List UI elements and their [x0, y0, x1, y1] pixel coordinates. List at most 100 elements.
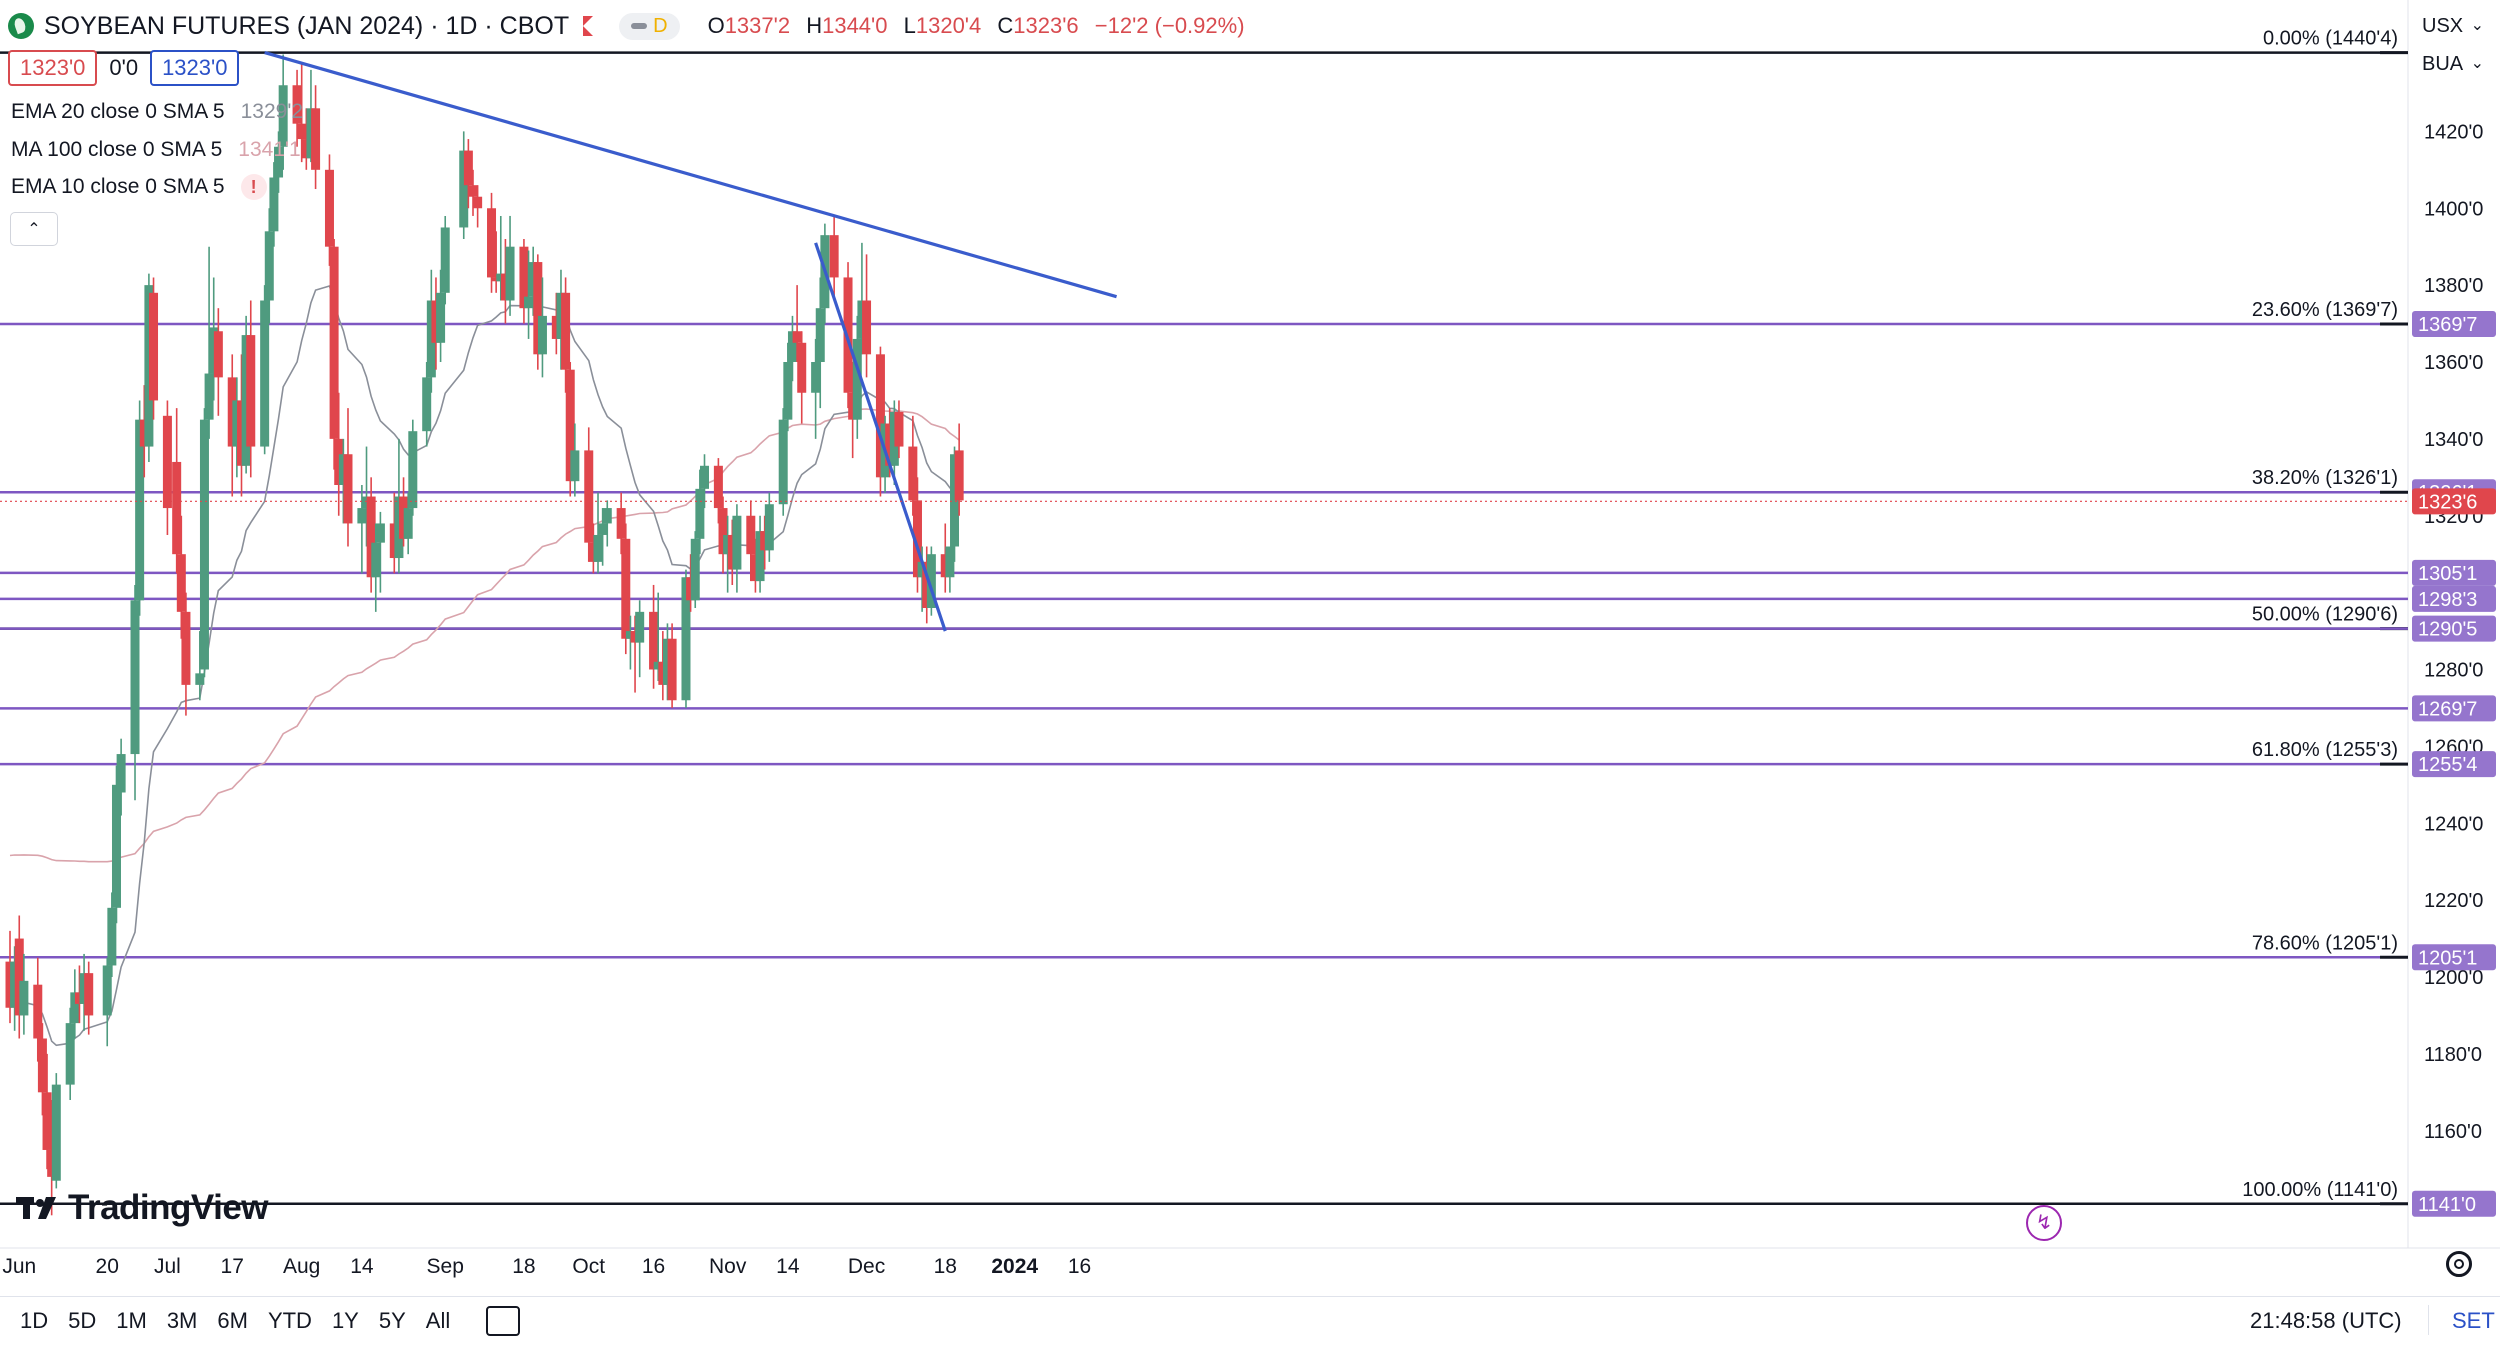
candle-body — [635, 611, 645, 643]
x-tick-label: 2024 — [991, 1255, 1038, 1278]
y-tick-label: 1360'0 — [2424, 352, 2483, 374]
candle-body — [732, 515, 742, 570]
support-price-tag: 1269'7 — [2418, 698, 2477, 720]
candle-body — [463, 150, 473, 186]
y-tick-label: 1240'0 — [2424, 813, 2483, 835]
candle-body — [301, 139, 311, 159]
range-1d[interactable]: 1D — [20, 1308, 49, 1333]
calendar-icon[interactable] — [486, 1306, 521, 1336]
candle-body — [338, 454, 348, 485]
candle-body — [764, 504, 774, 551]
buy-button[interactable]: 1323'0 — [150, 50, 240, 86]
candle-body — [519, 246, 529, 309]
candle-body — [394, 496, 404, 559]
candle-body — [815, 308, 825, 362]
indicator-value: 1329'2 — [240, 100, 304, 123]
candle-body — [500, 273, 510, 301]
candle-body — [47, 1149, 57, 1177]
indicator-ema20[interactable]: EMA 20 close 0 SMA 5 1329'2 — [11, 100, 303, 124]
candle-body — [681, 577, 691, 701]
candle-body — [130, 600, 140, 755]
chart-header: SOYBEAN FUTURES (JAN 2024) · 1D · CBOT D… — [8, 6, 1255, 46]
candle-body — [491, 277, 501, 282]
range-1m[interactable]: 1M — [116, 1308, 147, 1333]
candle-body — [533, 262, 543, 355]
candle-body — [426, 300, 436, 378]
unit-selector[interactable]: BUA ⌄ — [2414, 44, 2494, 84]
warning-icon[interactable]: ! — [240, 174, 267, 200]
candle-body — [750, 554, 760, 582]
indicator-ma100[interactable]: MA 100 close 0 SMA 5 1341'1 — [11, 138, 301, 162]
candle-body — [389, 523, 399, 559]
currency-selector[interactable]: USX ⌄ — [2414, 6, 2494, 46]
x-tick-label: Nov — [709, 1255, 747, 1278]
flag-icon[interactable] — [583, 16, 594, 36]
chevron-up-icon: ⌃ — [27, 221, 41, 238]
candle-body — [84, 973, 94, 1016]
y-tick-label: 1400'0 — [2424, 198, 2483, 220]
indicator-ema10[interactable]: EMA 10 close 0 SMA 5! — [11, 174, 267, 200]
candle-body — [954, 450, 964, 501]
candle-body — [852, 338, 862, 420]
candle-body — [829, 235, 839, 278]
ohlc-high-key: H — [806, 13, 823, 38]
candle-body — [723, 534, 733, 555]
gear-icon[interactable] — [2446, 1251, 2472, 1277]
candle-body — [172, 461, 182, 555]
x-tick-label: 16 — [1068, 1255, 1091, 1278]
range-all[interactable]: All — [425, 1308, 451, 1333]
candle-body — [598, 523, 608, 535]
candle-body — [176, 554, 186, 612]
indicator-label: EMA 20 close 0 SMA 5 — [11, 100, 225, 123]
fib-level-label: 23.60% (1369'7) — [2252, 299, 2398, 321]
candle-body — [357, 508, 367, 524]
ohlc-close-key: C — [997, 13, 1014, 38]
collapse-indicators-button[interactable]: ⌃ — [10, 212, 58, 246]
x-tick-label: 20 — [96, 1255, 119, 1278]
range-1y[interactable]: 1Y — [331, 1308, 359, 1333]
data-badge[interactable]: D — [619, 12, 680, 40]
candle-body — [366, 496, 376, 578]
candle-body — [278, 85, 288, 147]
x-tick-label: Dec — [848, 1255, 885, 1278]
range-5y[interactable]: 5Y — [378, 1308, 406, 1333]
range-ytd[interactable]: YTD — [267, 1308, 312, 1333]
range-5d[interactable]: 5D — [68, 1308, 97, 1333]
fib-price-tag: 1141'0 — [2418, 1194, 2476, 1216]
candle-body — [70, 992, 80, 1024]
range-3m[interactable]: 3M — [166, 1308, 198, 1333]
candle-body — [204, 373, 214, 420]
candle-body — [700, 465, 709, 489]
candle-body — [496, 273, 506, 282]
x-tick-label: 14 — [350, 1255, 374, 1278]
symbol-title[interactable]: SOYBEAN FUTURES (JAN 2024) · 1D · CBOT — [44, 11, 570, 40]
candle-body — [889, 411, 899, 466]
x-tick-label: Jun — [2, 1255, 36, 1278]
candle-body — [274, 146, 284, 178]
candle-body — [343, 454, 353, 524]
candle-body — [65, 1023, 75, 1085]
range-6m[interactable]: 6M — [217, 1308, 248, 1333]
session-set-button[interactable]: SET — [2452, 1308, 2495, 1333]
candle-body — [593, 534, 603, 562]
candle-body — [440, 227, 450, 293]
lightning-icon[interactable]: ↯ — [2026, 1205, 2062, 1241]
tradingview-logo-icon — [16, 1197, 56, 1219]
candle-body — [459, 150, 469, 228]
candle-body — [362, 496, 372, 509]
clock-time[interactable]: 21:48:58 (UTC) — [2250, 1308, 2402, 1333]
spread-value: 0'0 — [109, 55, 139, 80]
fib-price-tag: 1205'1 — [2418, 947, 2477, 969]
candle-body — [561, 292, 571, 370]
currency-label: USX — [2422, 15, 2464, 37]
x-tick-label: 18 — [512, 1255, 535, 1278]
candle-body — [875, 354, 885, 478]
candle-body — [334, 438, 344, 485]
candle-body — [649, 611, 659, 670]
candle-body — [33, 984, 43, 1039]
minus-pill-icon — [631, 23, 648, 29]
candle-body — [260, 300, 270, 447]
sell-button[interactable]: 1323'0 — [8, 50, 98, 86]
candle-body — [5, 961, 15, 1008]
